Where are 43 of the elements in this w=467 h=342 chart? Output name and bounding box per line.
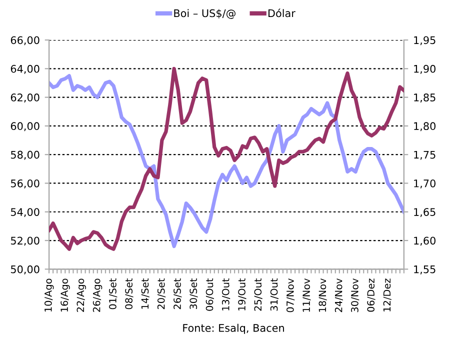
x-tick-label: 10/Ago — [44, 278, 54, 312]
y-tick-label: 64,00 — [10, 64, 40, 74]
legend-label: Dólar — [268, 8, 296, 18]
x-tick-label: 31/Out — [270, 278, 278, 311]
x-tick-label: 06/Dez — [367, 278, 376, 312]
y-tick-label: 58,00 — [10, 150, 40, 160]
x-tick-label: 25/Out — [254, 278, 262, 311]
x-tick-label: 06/Out — [206, 278, 214, 311]
y-tick-label: 66,00 — [10, 36, 40, 46]
y2-tick-label: 1,95 — [414, 36, 436, 46]
y2-tick-label: 1,85 — [414, 94, 436, 102]
y2-tick-label: 1,70 — [414, 179, 436, 188]
y-tick-label: 56,00 — [10, 179, 40, 188]
x-tick-label: 07/Nov — [286, 278, 295, 312]
y2-tick-label: 1,60 — [414, 236, 436, 246]
x-tick-label: 18/Nov — [318, 278, 327, 312]
x-tick-label: 24/Nov — [334, 278, 344, 312]
source-note: Fonte: Esalq, Bacen — [183, 324, 284, 334]
x-tick-label: 20/Set — [157, 278, 166, 310]
x-tick-label: 01/Set — [109, 278, 118, 310]
x-tick-label: 26/Set — [174, 278, 182, 310]
x-tick-label: 16/Ago — [60, 278, 70, 312]
x-tick-label: 19/Out — [238, 278, 246, 310]
y2-tick-label: 1,80 — [414, 122, 436, 132]
x-tick-label: 22/Ago — [76, 278, 86, 312]
x-tick-label: 30/Set — [190, 278, 198, 310]
y2-tick-label: 1,90 — [414, 64, 436, 74]
x-tick-label: 14/Set — [141, 278, 150, 309]
x-tick-label: 13/Out — [222, 278, 230, 310]
x-tick-label: 30/Nov — [351, 278, 360, 312]
y-tick-label: 50,00 — [10, 265, 40, 274]
x-tick-label: 11/Nov — [302, 278, 311, 312]
y2-tick-label: 1,55 — [414, 266, 436, 274]
y-tick-label: 60,00 — [10, 122, 40, 132]
x-tick-label: 26/Ago — [92, 278, 102, 312]
y2-tick-label: 1,75 — [414, 150, 436, 160]
legend-label: Boi – US$/@ — [174, 9, 236, 19]
x-tick-label: 08/Set — [125, 278, 134, 310]
y2-tick-label: 1,65 — [414, 208, 436, 218]
y-tick-label: 52,00 — [10, 236, 40, 246]
x-tick-label: 12/Dez — [383, 278, 392, 312]
y-tick-label: 62,00 — [10, 94, 40, 102]
y-tick-label: 54,00 — [10, 208, 40, 218]
